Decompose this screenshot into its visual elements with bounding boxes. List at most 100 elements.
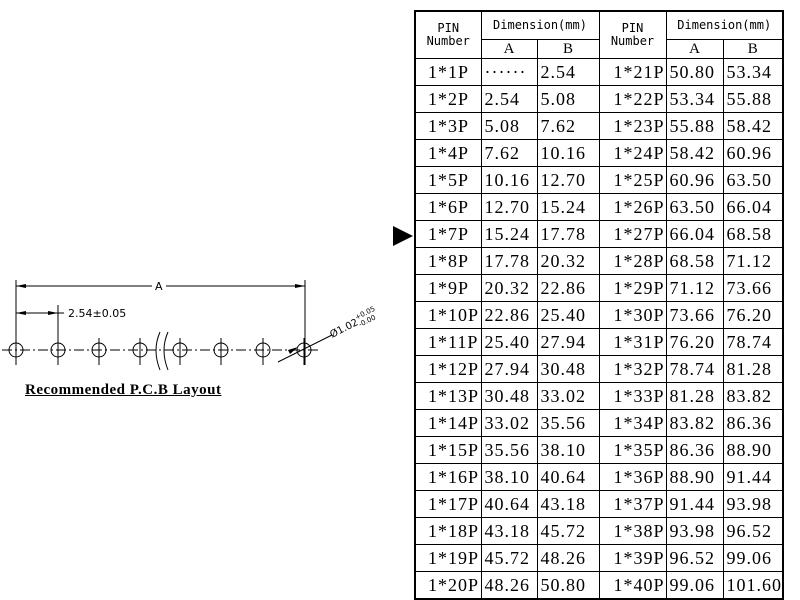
pin-cell: 1*11P	[414, 328, 482, 356]
dim-b-cell: 66.04	[722, 193, 784, 221]
dim-a-cell: 2.54	[480, 85, 538, 113]
pin-cell: 1*38P	[598, 517, 667, 545]
dim-b-cell: 86.36	[722, 409, 784, 437]
dim-b-cell: 83.82	[722, 382, 784, 410]
pin-cell: 1*10P	[414, 301, 482, 329]
table-row: 1*5P 10.16 12.70 1*25P 60.96 63.50	[414, 166, 784, 194]
pin-cell: 1*12P	[414, 355, 482, 383]
table-row: 1*2P 2.54 5.08 1*22P 53.34 55.88	[414, 85, 784, 113]
dim-a-cell: 45.72	[480, 544, 538, 572]
table-row: 1*11P 25.40 27.94 1*31P 76.20 78.74	[414, 328, 784, 356]
header-dimension: Dimension(mm)	[665, 10, 784, 40]
dim-b-cell: 17.78	[536, 220, 600, 248]
dim-a-cell: 20.32	[480, 274, 538, 302]
dim-a-cell: ······	[480, 58, 538, 86]
dim-b-cell: 81.28	[722, 355, 784, 383]
dim-a-cell: 12.70	[480, 193, 538, 221]
dim-a-cell: 81.28	[665, 382, 724, 410]
dim-a-cell: 17.78	[480, 247, 538, 275]
dim-b-cell: 12.70	[536, 166, 600, 194]
dim-a-cell: 35.56	[480, 436, 538, 464]
dim-a-cell: 48.26	[480, 571, 538, 600]
dim-b-cell: 53.34	[722, 58, 784, 86]
dim-b-cell: 45.72	[536, 517, 600, 545]
pin-cell: 1*39P	[598, 544, 667, 572]
dim-a-cell: 40.64	[480, 490, 538, 518]
dim-a-cell: 15.24	[480, 220, 538, 248]
table-row: 1*1P ······ 2.54 1*21P 50.80 53.34	[414, 58, 784, 86]
pin-cell: 1*40P	[598, 571, 667, 600]
pin-cell: 1*13P	[414, 382, 482, 410]
dim-a-cell: 66.04	[665, 220, 724, 248]
dim-a-cell: 78.74	[665, 355, 724, 383]
pin-cell: 1*4P	[414, 139, 482, 167]
pin-cell: 1*9P	[414, 274, 482, 302]
pin-cell: 1*1P	[414, 58, 482, 86]
pin-cell: 1*21P	[598, 58, 667, 86]
pin-cell: 1*30P	[598, 301, 667, 329]
header-b: B	[536, 39, 600, 59]
dim-b-cell: 58.42	[722, 112, 784, 140]
dim-a-cell: 5.08	[480, 112, 538, 140]
pin-cell: 1*19P	[414, 544, 482, 572]
header-dimension: Dimension(mm)	[480, 10, 600, 40]
pin-cell: 1*2P	[414, 85, 482, 113]
pointer-arrow-icon	[393, 226, 413, 246]
dim-b-cell: 2.54	[536, 58, 600, 86]
pin-cell: 1*24P	[598, 139, 667, 167]
pin-cell: 1*18P	[414, 517, 482, 545]
dim-a-cell: 27.94	[480, 355, 538, 383]
dim-a-cell: 10.16	[480, 166, 538, 194]
pin-cell: 1*33P	[598, 382, 667, 410]
pin-cell: 1*34P	[598, 409, 667, 437]
table-row: 1*20P 48.26 50.80 1*40P 99.06 101.60	[414, 571, 784, 600]
dim-b-cell: 27.94	[536, 328, 600, 356]
table-row: 1*19P 45.72 48.26 1*39P 96.52 99.06	[414, 544, 784, 572]
pin-cell: 1*15P	[414, 436, 482, 464]
table-row: 1*10P 22.86 25.40 1*30P 73.66 76.20	[414, 301, 784, 329]
table-row: 1*3P 5.08 7.62 1*23P 55.88 58.42	[414, 112, 784, 140]
dim-b-cell: 50.80	[536, 571, 600, 600]
dim-b-cell: 60.96	[722, 139, 784, 167]
pin-cell: 1*26P	[598, 193, 667, 221]
dim-a-cell: 83.82	[665, 409, 724, 437]
pin-cell: 1*20P	[414, 571, 482, 600]
pin-cell: 1*32P	[598, 355, 667, 383]
dim-a-cell: 50.80	[665, 58, 724, 86]
dim-b-cell: 35.56	[536, 409, 600, 437]
dim-b-cell: 78.74	[722, 328, 784, 356]
dim-a-cell: 96.52	[665, 544, 724, 572]
dim-a-cell: 7.62	[480, 139, 538, 167]
dim-b-cell: 25.40	[536, 301, 600, 329]
dim-b-cell: 96.52	[722, 517, 784, 545]
pin-cell: 1*27P	[598, 220, 667, 248]
dim-a-cell: 53.34	[665, 85, 724, 113]
caption: Recommended P.C.B Layout	[25, 382, 222, 398]
dim-b-cell: 30.48	[536, 355, 600, 383]
table-row: 1*15P 35.56 38.10 1*35P 86.36 88.90	[414, 436, 784, 464]
dim-a-cell: 73.66	[665, 301, 724, 329]
pin-cell: 1*29P	[598, 274, 667, 302]
dim-b-cell: 99.06	[722, 544, 784, 572]
dim-b-cell: 63.50	[722, 166, 784, 194]
table-row: 1*7P 15.24 17.78 1*27P 66.04 68.58	[414, 220, 784, 248]
dim-a-cell: 91.44	[665, 490, 724, 518]
pin-cell: 1*3P	[414, 112, 482, 140]
dim-a-cell: 76.20	[665, 328, 724, 356]
dim-b-cell: 15.24	[536, 193, 600, 221]
dim-a-cell: 55.88	[665, 112, 724, 140]
dim-a-cell: 25.40	[480, 328, 538, 356]
pin-cell: 1*25P	[598, 166, 667, 194]
table-row: 1*17P 40.64 43.18 1*37P 91.44 93.98	[414, 490, 784, 518]
pcb-layout-drawing: A 2.54±0.05 Ø1.02 +0.05 -0.00	[2, 280, 377, 371]
pin-cell: 1*8P	[414, 247, 482, 275]
table-row: 1*9P 20.32 22.86 1*29P 71.12 73.66	[414, 274, 784, 302]
pin-cell: 1*37P	[598, 490, 667, 518]
dim-b-cell: 40.64	[536, 463, 600, 491]
dim-b-cell: 101.60	[722, 571, 784, 600]
dim-b-cell: 20.32	[536, 247, 600, 275]
table-row: 1*12P 27.94 30.48 1*32P 78.74 81.28	[414, 355, 784, 383]
header-a: A	[665, 39, 724, 59]
dim-b-cell: 43.18	[536, 490, 600, 518]
dim-a-cell: 33.02	[480, 409, 538, 437]
